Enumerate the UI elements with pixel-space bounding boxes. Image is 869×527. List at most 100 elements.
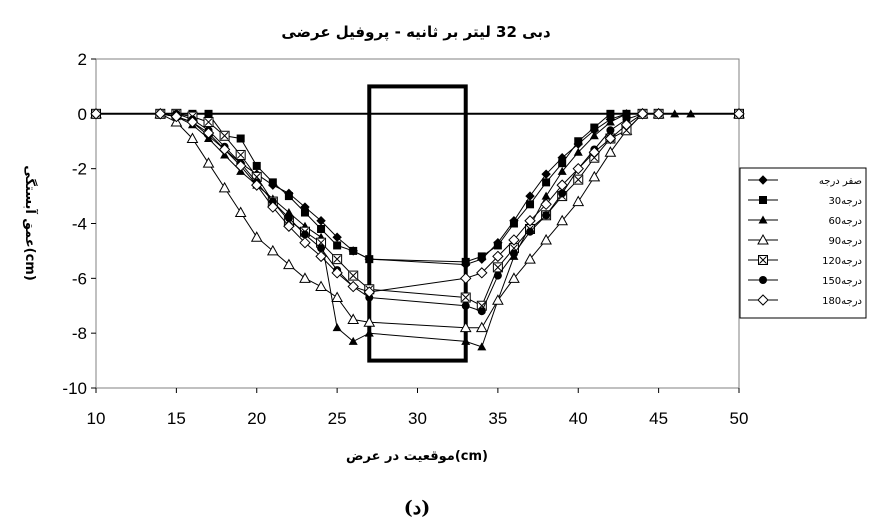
marker-diamond-open (170, 110, 183, 123)
marker-triangle-open (186, 132, 199, 144)
x-tick-label: 35 (488, 409, 507, 428)
marker-diamond-open (363, 286, 375, 298)
marker-square-filled (236, 134, 245, 143)
marker-cross (461, 293, 470, 302)
marker-cross (220, 131, 229, 140)
marker-diamond-filled (332, 232, 342, 242)
marker-triangle-open (283, 258, 295, 270)
marker-circle-filled (526, 227, 535, 236)
marker-diamond-open (476, 267, 488, 279)
marker-square-x (235, 149, 246, 160)
marker-circle-filled (300, 230, 309, 239)
marker-diamond-open (540, 198, 552, 211)
marker-circle-filled (493, 271, 502, 280)
x-tick-label: 50 (730, 409, 749, 428)
marker-diamond-open (556, 179, 568, 191)
marker-square-filled (349, 246, 358, 255)
marker-diamond-open (620, 119, 633, 131)
chart-title: دبی 32 لیتر بر ثانیه - پروفیل عرضی (281, 23, 551, 42)
marker-diamond-open (757, 294, 769, 306)
marker-diamond-open (90, 108, 102, 120)
y-tick-label: -8 (72, 324, 87, 343)
marker-diamond-filled (541, 169, 551, 179)
marker-cross (759, 256, 767, 264)
marker-triangle-filled (541, 191, 551, 200)
pier-outline (367, 84, 468, 363)
marker-triangle-open (234, 206, 247, 218)
marker-triangle-open (250, 231, 263, 242)
marker-square-filled (542, 178, 551, 187)
legend-entry: صفر درجه (748, 175, 862, 187)
marker-diamond-open (604, 132, 617, 145)
x-tick-label: 25 (328, 409, 347, 428)
legend-entry: 120درجه (748, 255, 862, 267)
marker-diamond-open (186, 116, 199, 128)
marker-triangle-open (588, 170, 601, 182)
marker-circle-filled (759, 276, 767, 284)
marker-diamond-open (331, 267, 343, 279)
marker-triangle-filled (605, 117, 615, 126)
marker-square-filled (461, 257, 470, 266)
marker-square-filled (204, 109, 213, 118)
marker-triangle-open (757, 233, 769, 245)
marker-square-x (758, 255, 768, 265)
x-tick-label: 20 (247, 409, 266, 428)
marker-square-filled (268, 178, 277, 187)
marker-square-filled (365, 255, 374, 264)
marker-diamond-open (154, 108, 167, 120)
x-tick-label: 40 (569, 409, 588, 428)
marker-square-filled (477, 252, 486, 261)
legend-label: 120درجه (822, 256, 862, 267)
marker-cross (494, 263, 502, 272)
marker-square-filled (300, 208, 309, 217)
marker-triangle-open (218, 181, 231, 193)
series-7 (90, 108, 745, 298)
marker-diamond-filled (316, 216, 326, 226)
marker-square-filled (759, 196, 767, 204)
marker-square-x (332, 254, 343, 265)
marker-triangle-filled (461, 336, 471, 345)
marker-diamond-open (636, 108, 649, 120)
marker-square-filled (590, 123, 599, 132)
marker-triangle-open (508, 272, 520, 283)
marker-diamond-open (315, 250, 327, 263)
legend-entry: 60درجه (748, 215, 862, 227)
marker-square-filled (526, 200, 535, 209)
marker-triangle-open (266, 244, 279, 256)
y-tick-label: -6 (72, 269, 87, 288)
marker-circle-filled (317, 244, 326, 253)
marker-cross (204, 118, 213, 126)
marker-circle-filled (477, 307, 486, 316)
legend-label: 180درجه (822, 296, 862, 307)
marker-triangle-filled (348, 336, 358, 345)
legend-label: 150درجه (822, 276, 862, 287)
marker-square-filled (606, 109, 615, 118)
marker-square-filled (574, 137, 583, 146)
legend-label: صفر درجه (819, 176, 862, 187)
marker-diamond-open (733, 108, 745, 120)
marker-triangle-filled (557, 166, 567, 175)
marker-triangle-filled (621, 109, 631, 118)
marker-diamond-open (460, 272, 472, 285)
marker-square-filled (252, 161, 261, 170)
marker-square-filled (284, 192, 293, 201)
marker-square-filled (317, 224, 326, 233)
marker-triangle-open (347, 313, 360, 324)
marker-triangle-open (363, 316, 376, 327)
marker-diamond-open (251, 179, 263, 191)
x-axis: 10 15 20 25 30 35 40 45 50 (87, 388, 749, 428)
marker-cross (333, 255, 341, 263)
marker-square-filled (558, 159, 567, 168)
marker-triangle-filled (477, 342, 487, 351)
marker-diamond-open (283, 220, 295, 232)
legend-entry: 90درجه (748, 233, 862, 247)
marker-triangle-filled (284, 208, 294, 217)
legend-entry: 30درجه (748, 196, 862, 207)
marker-diamond-open (652, 108, 665, 120)
marker-diamond-open (508, 234, 520, 246)
marker-circle-filled (558, 189, 567, 198)
marker-triangle-open (459, 321, 472, 333)
marker-triangle-filled (364, 328, 374, 337)
x-axis-title: موقعیت در عرض(cm) (346, 449, 488, 464)
marker-square-x (219, 130, 230, 141)
